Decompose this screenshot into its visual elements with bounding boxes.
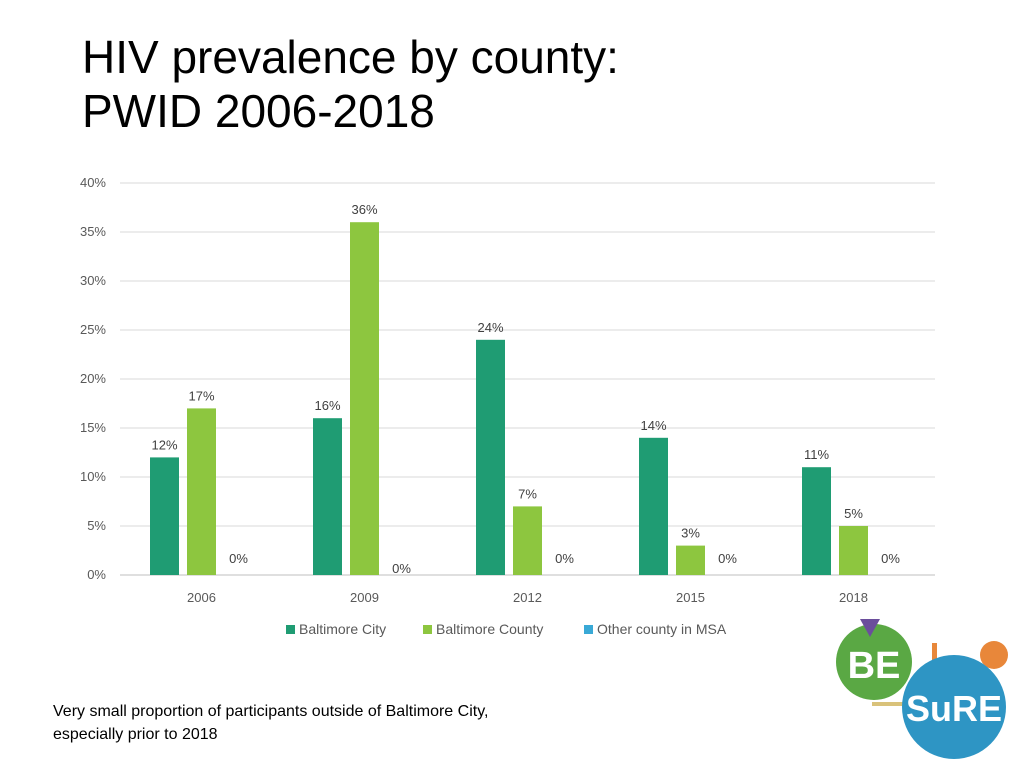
- gridlines: [120, 182, 935, 576]
- data-label: 0%: [718, 551, 737, 566]
- logo-green-circle: [836, 624, 912, 700]
- legend-swatch: [584, 625, 593, 634]
- bar: [476, 339, 505, 575]
- data-label: 0%: [555, 551, 574, 566]
- x-axis: 2006 2009 2012 2015 2018: [187, 590, 868, 605]
- legend-label: Baltimore County: [436, 621, 543, 637]
- bar: [639, 437, 668, 575]
- legend-label: Other county in MSA: [597, 621, 727, 637]
- data-label: 5%: [844, 506, 863, 521]
- data-label: 17%: [188, 388, 214, 403]
- slide-title-line-1: HIV prevalence by county:: [82, 31, 619, 83]
- data-label: 36%: [351, 202, 377, 217]
- x-tick-label: 2012: [513, 590, 542, 605]
- y-tick-label: 30%: [80, 273, 106, 288]
- legend-label: Baltimore City: [299, 621, 386, 637]
- prevalence-bar-chart: 0% 5% 10% 15% 20% 25% 30% 35% 40% 12% 17% 0% 16% 36%…: [80, 175, 935, 637]
- y-tick-label: 15%: [80, 420, 106, 435]
- bar: [676, 545, 705, 575]
- footnote: Very small proportion of participants ou…: [53, 700, 613, 746]
- besure-logo: BE SuRE: [836, 619, 1008, 759]
- bar: [513, 506, 542, 575]
- x-tick-label: 2018: [839, 590, 868, 605]
- bar: [150, 457, 179, 575]
- y-tick-label: 35%: [80, 224, 106, 239]
- data-label: 11%: [804, 447, 829, 462]
- slide-title: HIV prevalence by county: PWID 2006-2018: [82, 30, 619, 138]
- y-tick-label: 0%: [87, 567, 106, 582]
- data-label: 24%: [477, 320, 503, 335]
- bar: [187, 408, 216, 575]
- x-tick-label: 2006: [187, 590, 216, 605]
- bar: [802, 467, 831, 575]
- bar: [313, 418, 342, 575]
- y-tick-label: 10%: [80, 469, 106, 484]
- data-label: 0%: [392, 561, 411, 576]
- data-label: 12%: [151, 437, 177, 452]
- data-labels: 12% 17% 0% 16% 36% 0% 24% 7% 0% 14% 3% 0% 11% 5% 0%: [151, 202, 900, 576]
- bars: [150, 222, 868, 575]
- logo-orange-bar: [932, 643, 937, 665]
- logo-blue-circle: [902, 655, 1006, 759]
- data-label: 3%: [681, 526, 700, 541]
- logo-purple-triangle-icon: [860, 619, 880, 637]
- footnote-line-1: Very small proportion of participants ou…: [53, 703, 489, 720]
- data-label: 0%: [881, 551, 900, 566]
- data-label: 7%: [518, 486, 537, 501]
- y-tick-label: 5%: [87, 518, 106, 533]
- y-axis: 0% 5% 10% 15% 20% 25% 30% 35% 40%: [80, 175, 106, 582]
- data-label: 14%: [640, 418, 666, 433]
- data-label: 16%: [314, 398, 340, 413]
- x-tick-label: 2009: [350, 590, 379, 605]
- bar: [839, 526, 868, 575]
- bar: [350, 222, 379, 575]
- y-tick-label: 40%: [80, 175, 106, 190]
- logo-be-text: BE: [848, 645, 901, 687]
- chart-legend: Baltimore City Baltimore County Other coun…: [286, 621, 727, 637]
- logo-orange-dot: [980, 641, 1008, 669]
- legend-swatch: [423, 625, 432, 634]
- slide-title-line-2: PWID 2006-2018: [82, 85, 435, 137]
- x-tick-label: 2015: [676, 590, 705, 605]
- data-label: 0%: [229, 551, 248, 566]
- y-tick-label: 20%: [80, 371, 106, 386]
- y-tick-label: 25%: [80, 322, 106, 337]
- footnote-line-2: especially prior to 2018: [53, 726, 218, 743]
- legend-swatch: [286, 625, 295, 634]
- logo-sure-text: SuRE: [906, 688, 1002, 729]
